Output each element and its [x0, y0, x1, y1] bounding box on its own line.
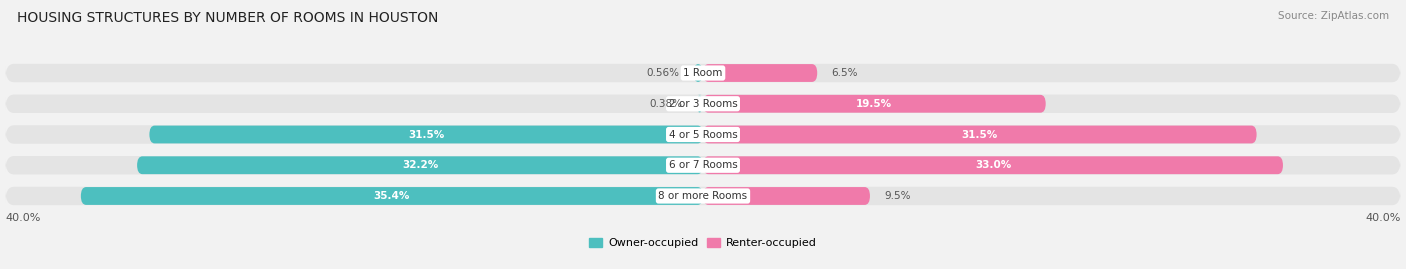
FancyBboxPatch shape: [6, 94, 1400, 113]
Text: 6 or 7 Rooms: 6 or 7 Rooms: [669, 160, 737, 170]
Legend: Owner-occupied, Renter-occupied: Owner-occupied, Renter-occupied: [585, 233, 821, 253]
Text: 0.38%: 0.38%: [650, 99, 682, 109]
FancyBboxPatch shape: [703, 156, 1282, 174]
Text: 31.5%: 31.5%: [408, 129, 444, 140]
FancyBboxPatch shape: [6, 125, 1400, 144]
FancyBboxPatch shape: [149, 126, 703, 143]
Text: 19.5%: 19.5%: [856, 99, 893, 109]
Text: 40.0%: 40.0%: [6, 213, 41, 223]
Text: 9.5%: 9.5%: [884, 191, 911, 201]
FancyBboxPatch shape: [703, 64, 817, 82]
FancyBboxPatch shape: [703, 187, 870, 205]
FancyBboxPatch shape: [703, 95, 1046, 113]
FancyBboxPatch shape: [82, 187, 703, 205]
Text: 8 or more Rooms: 8 or more Rooms: [658, 191, 748, 201]
Text: Source: ZipAtlas.com: Source: ZipAtlas.com: [1278, 11, 1389, 21]
FancyBboxPatch shape: [6, 156, 1400, 175]
Text: 35.4%: 35.4%: [374, 191, 411, 201]
FancyBboxPatch shape: [693, 64, 703, 82]
FancyBboxPatch shape: [6, 64, 1400, 82]
Text: 2 or 3 Rooms: 2 or 3 Rooms: [669, 99, 737, 109]
Text: 0.56%: 0.56%: [647, 68, 679, 78]
Text: 6.5%: 6.5%: [831, 68, 858, 78]
Text: 40.0%: 40.0%: [1365, 213, 1400, 223]
Text: 1 Room: 1 Room: [683, 68, 723, 78]
FancyBboxPatch shape: [6, 187, 1400, 205]
Text: 32.2%: 32.2%: [402, 160, 439, 170]
FancyBboxPatch shape: [703, 126, 1257, 143]
Text: HOUSING STRUCTURES BY NUMBER OF ROOMS IN HOUSTON: HOUSING STRUCTURES BY NUMBER OF ROOMS IN…: [17, 11, 439, 25]
FancyBboxPatch shape: [696, 95, 703, 113]
Text: 4 or 5 Rooms: 4 or 5 Rooms: [669, 129, 737, 140]
Text: 31.5%: 31.5%: [962, 129, 998, 140]
FancyBboxPatch shape: [136, 156, 703, 174]
Text: 33.0%: 33.0%: [974, 160, 1011, 170]
